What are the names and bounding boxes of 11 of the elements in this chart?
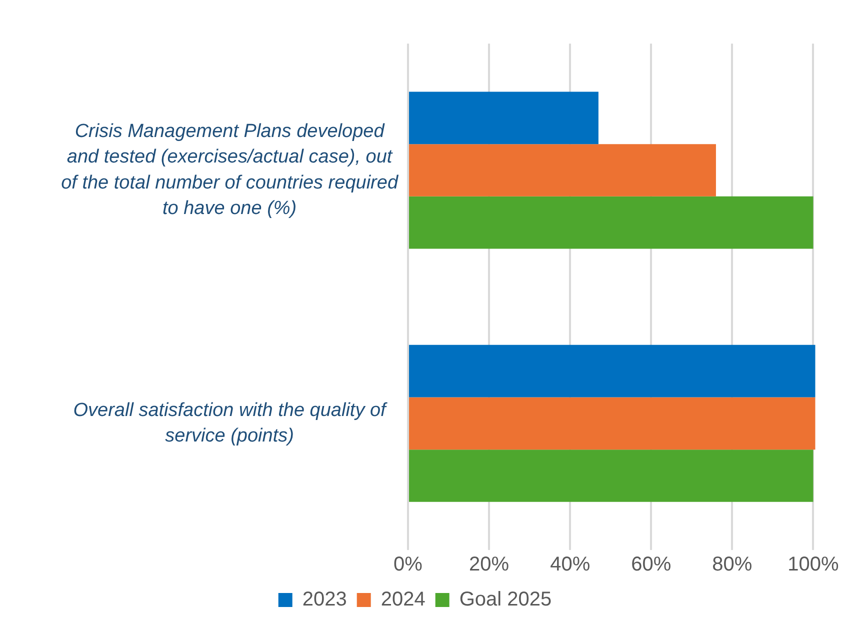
x-tick-label: 20% [469,554,510,576]
legend-label: Goal 2025 [459,588,552,611]
y-tick-label: Overall satisfaction with the quality of service (points) [73,400,388,447]
x-tick-label: 60% [631,554,672,576]
x-tick-label: 40% [550,554,590,576]
legend-label: 2024 [380,588,426,611]
x-tick-label: 0% [394,554,423,576]
y-tick-label: Crisis Management Plans developed and tested (exercises/actual case), out of the total number of countries required to have one (%) [61,121,400,219]
legend-label: 2023 [302,588,347,611]
x-tick-label: 100% [788,554,840,576]
x-tick-label: 80% [712,554,752,576]
